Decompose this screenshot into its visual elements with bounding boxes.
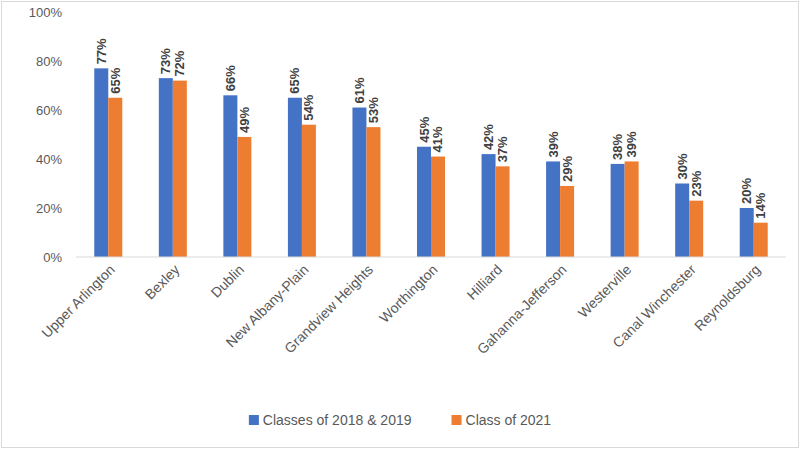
category-label: Reynoldsburg: [691, 261, 763, 333]
data-label: 77%: [94, 38, 109, 64]
category-label: Bexley: [141, 261, 182, 302]
data-label: 20%: [739, 178, 754, 204]
data-labels: 77%65%73%72%66%49%65%54%61%53%45%41%42%3…: [94, 38, 768, 219]
bar: [675, 184, 689, 258]
bar: [352, 108, 366, 257]
bar: [223, 95, 237, 257]
bar: [288, 98, 302, 257]
data-label: 61%: [352, 77, 367, 103]
category-label: Hilliard: [464, 261, 506, 303]
bar: [740, 208, 754, 257]
data-label: 49%: [237, 106, 252, 132]
legend-swatch: [452, 415, 462, 425]
y-tick-label: 80%: [36, 54, 62, 69]
data-label: 39%: [546, 131, 561, 157]
data-label: 66%: [223, 65, 238, 91]
bars: [94, 68, 767, 257]
data-label: 37%: [495, 136, 510, 162]
chart: 0%20%40%60%80%100%77%65%73%72%66%49%65%5…: [0, 0, 800, 449]
bar: [482, 154, 496, 257]
bar: [689, 201, 703, 257]
data-label: 23%: [689, 170, 704, 196]
bar: [546, 161, 560, 257]
data-label: 39%: [624, 131, 639, 157]
category-label: Worthington: [376, 261, 441, 326]
bar: [431, 157, 445, 257]
data-label: 65%: [108, 67, 123, 93]
y-tick-label: 0%: [43, 250, 62, 265]
x-axis-line: [76, 257, 786, 258]
data-label: 38%: [610, 133, 625, 159]
category-label: Canal Winchester: [609, 261, 699, 351]
data-label: 53%: [366, 97, 381, 123]
bar: [302, 125, 316, 257]
category-label: Dublin: [208, 261, 247, 300]
bar: [173, 81, 187, 257]
legend-label: Classes of 2018 & 2019: [263, 412, 412, 428]
data-label: 42%: [481, 124, 496, 150]
data-label: 54%: [301, 94, 316, 120]
bar: [159, 78, 173, 257]
bar: [237, 137, 251, 257]
bar: [611, 164, 625, 257]
bar: [560, 186, 574, 257]
y-tick-label: 100%: [29, 5, 63, 20]
category-label: Grandview Heights: [281, 261, 376, 356]
category-label: Westerville: [575, 261, 635, 321]
data-label: 41%: [431, 126, 446, 152]
data-label: 29%: [560, 155, 575, 181]
legend-label: Class of 2021: [466, 412, 552, 428]
bar: [625, 161, 639, 257]
category-label: Gahanna-Jefferson: [474, 261, 570, 357]
data-label: 72%: [172, 50, 187, 76]
bar: [366, 127, 380, 257]
data-label: 30%: [675, 153, 690, 179]
legend-swatch: [249, 415, 259, 425]
category-label: Upper Arlington: [38, 261, 118, 341]
data-label: 14%: [753, 192, 768, 218]
bar: [94, 68, 108, 257]
y-tick-label: 40%: [36, 152, 62, 167]
bar: [108, 98, 122, 257]
y-tick-label: 20%: [36, 201, 62, 216]
bar: [496, 166, 510, 257]
y-tick-label: 60%: [36, 103, 62, 118]
data-label: 45%: [417, 116, 432, 142]
data-label: 73%: [158, 48, 173, 74]
bar: [417, 147, 431, 257]
chart-border: [2, 2, 799, 448]
data-label: 65%: [287, 67, 302, 93]
legend: Classes of 2018 & 2019 Class of 2021: [249, 412, 551, 428]
bar: [754, 223, 768, 257]
